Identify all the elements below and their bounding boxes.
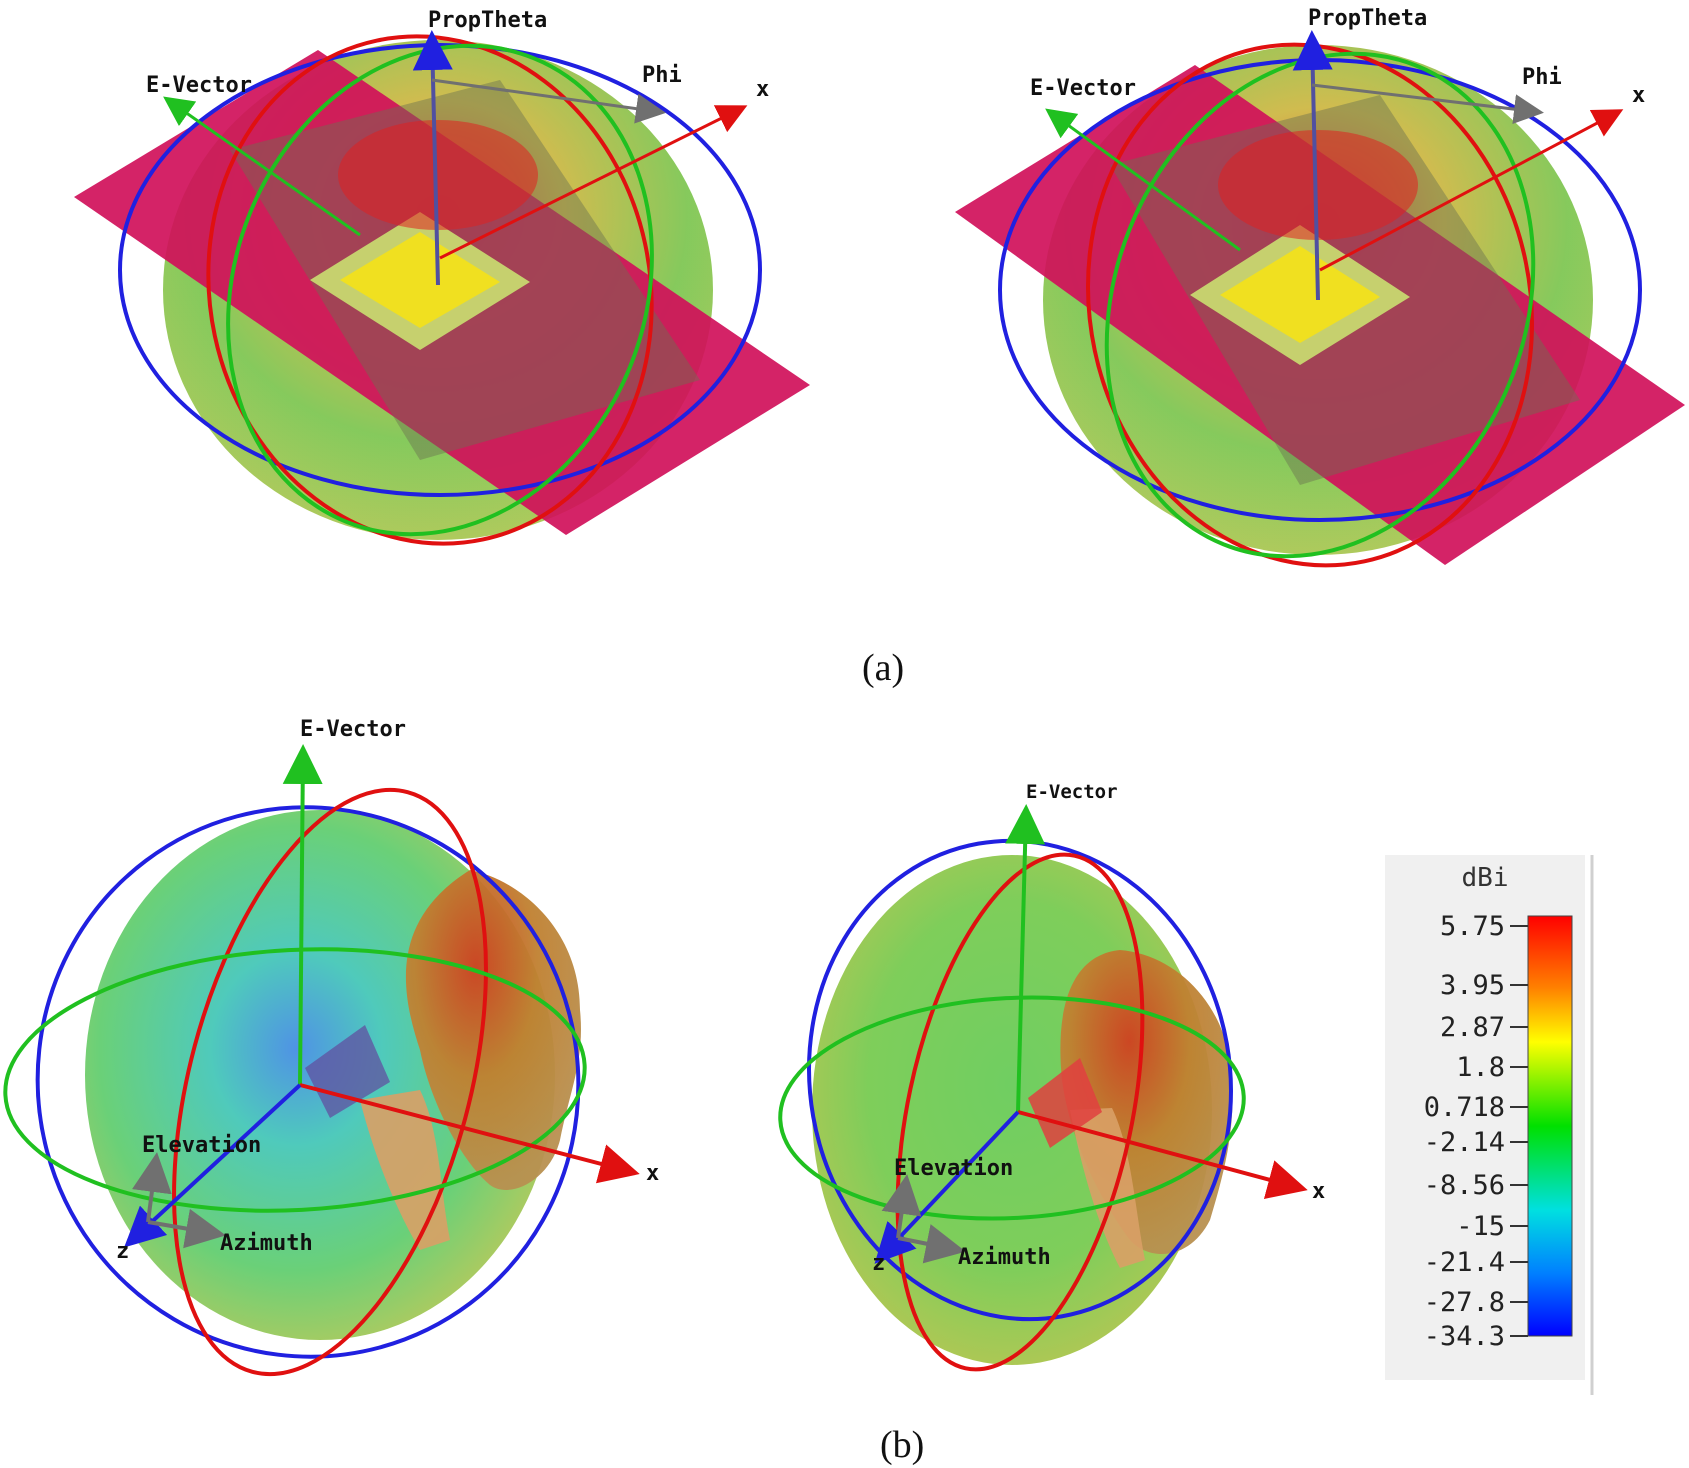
patch-element — [1220, 246, 1380, 343]
x-axis — [1319, 109, 1624, 272]
panel-b-left: E-Vector Elevation Azimuth x z — [3, 717, 659, 1377]
colorbar-ticks: 5.75 3.95 2.87 1.8 0.718 -2.14 -8.56 -15 -21.4 -2… — [1424, 911, 1528, 1352]
phi-label: Phi — [642, 63, 682, 88]
x-axis — [1017, 1110, 1308, 1199]
phi-axis — [431, 78, 666, 124]
e-vector-label: E-Vector — [1030, 76, 1136, 101]
elevation-axis — [132, 1152, 172, 1223]
ring-green — [3, 947, 587, 1213]
x-axis — [439, 105, 748, 260]
e-vector-axis — [282, 744, 323, 1086]
azimuth-label: Azimuth — [220, 1231, 313, 1256]
main-lobe — [338, 120, 538, 230]
elevation-label: Elevation — [142, 1133, 261, 1158]
e-vector-label: E-Vector — [300, 717, 406, 742]
colorbar-title: dBi — [1462, 863, 1509, 893]
panel-b-right: E-Vector Elevation Azimuth x z — [778, 781, 1325, 1372]
x-label: x — [1632, 83, 1645, 108]
prop-theta-axis — [1292, 30, 1333, 301]
prop-theta-label: PropTheta — [428, 8, 547, 33]
ring-green — [226, 43, 654, 537]
ring-blue — [35, 805, 581, 1359]
azimuth-label: Azimuth — [958, 1245, 1051, 1270]
ring-red — [206, 34, 654, 546]
colorbar-tick-label: -34.3 — [1424, 1321, 1505, 1352]
colorbar: dBi 5.75 3.95 2.87 1.8 0.718 -2.14 -8.56 -15 -21… — [1385, 855, 1594, 1395]
caption-b: (b) — [880, 1424, 924, 1466]
phi-label: Phi — [1522, 65, 1562, 90]
prop-theta-label: PropTheta — [1308, 6, 1427, 31]
ring-blue — [807, 838, 1233, 1322]
azimuth-axis — [897, 1224, 966, 1264]
e-vector-axis — [1045, 108, 1241, 252]
ring-red — [1086, 42, 1534, 568]
colorbar-gradient — [1527, 915, 1573, 1337]
e-vector-axis — [1005, 804, 1046, 1113]
colorbar-tick-label: 0.718 — [1424, 1092, 1505, 1123]
elevation-label: Elevation — [894, 1156, 1013, 1181]
e-vector-axis — [163, 96, 361, 237]
ring-red — [895, 852, 1145, 1372]
colorbar-tick-label: 3.95 — [1440, 970, 1505, 1001]
caption-a: (a) — [862, 647, 904, 689]
colorbar-tick-label: -27.8 — [1424, 1287, 1505, 1318]
patch-element — [340, 232, 500, 328]
phone-model — [305, 1025, 390, 1118]
colorbar-tick-label: -8.56 — [1424, 1170, 1505, 1201]
main-lobe — [1218, 130, 1418, 240]
z-axis — [874, 1110, 1020, 1264]
colorbar-tick-label: -15 — [1456, 1211, 1505, 1242]
e-vector-label: E-Vector — [1026, 781, 1118, 803]
phi-axis — [1311, 83, 1544, 125]
x-label: x — [646, 1161, 659, 1186]
azimuth-axis — [147, 1208, 226, 1249]
hand-model — [360, 1090, 450, 1250]
panel-a-right: PropTheta Phi E-Vector x — [955, 6, 1685, 568]
colorbar-tick-label: 1.8 — [1456, 1052, 1505, 1083]
colorbar-tick-label: -2.14 — [1424, 1127, 1505, 1158]
phone-model — [1028, 1058, 1102, 1148]
z-label: z — [116, 1239, 129, 1264]
z-axis — [124, 1083, 302, 1248]
panel-a-left: PropTheta Phi E-Vector x — [74, 8, 810, 546]
z-label: z — [872, 1251, 885, 1276]
ring-red — [172, 787, 488, 1377]
colorbar-tick-label: -21.4 — [1424, 1247, 1505, 1278]
colorbar-tick-label: 5.75 — [1440, 911, 1505, 942]
x-axis — [299, 1083, 640, 1184]
colorbar-tick-label: 2.87 — [1440, 1012, 1505, 1043]
head-model — [405, 870, 581, 1190]
ring-green — [1104, 51, 1536, 559]
x-label: x — [756, 77, 769, 102]
x-label: x — [1312, 1179, 1325, 1204]
hand-model — [1070, 1108, 1145, 1268]
ring-green — [778, 995, 1246, 1221]
e-vector-label: E-Vector — [146, 73, 252, 98]
elevation-axis — [881, 1174, 922, 1239]
